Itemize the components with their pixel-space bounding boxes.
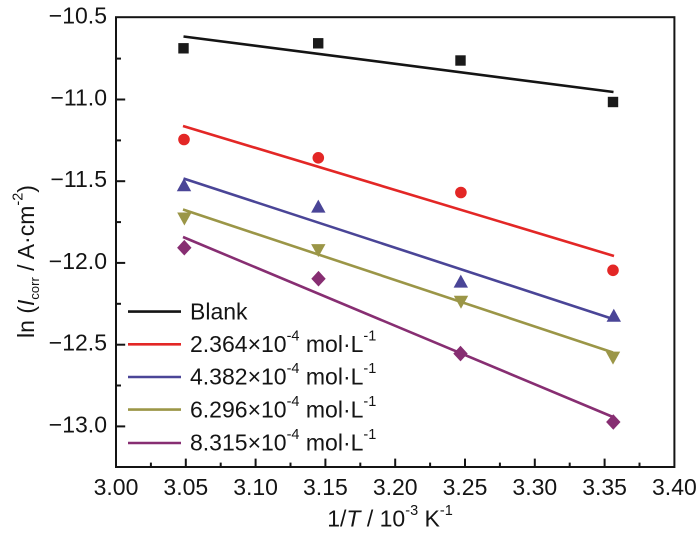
svg-text:−13.0: −13.0 (49, 411, 107, 437)
svg-text:4.382×10-4 mol·L-1: 4.382×10-4 mol·L-1 (190, 361, 376, 390)
svg-text:Blank: Blank (190, 298, 248, 324)
svg-text:8.315×10-4 mol·L-1: 8.315×10-4 mol·L-1 (190, 427, 376, 456)
svg-text:−10.5: −10.5 (49, 3, 107, 29)
svg-text:−11.5: −11.5 (51, 166, 108, 192)
svg-text:3.40: 3.40 (652, 474, 697, 500)
svg-text:3.10: 3.10 (233, 474, 278, 500)
svg-text:3.20: 3.20 (373, 474, 418, 500)
svg-text:3.30: 3.30 (512, 474, 557, 500)
svg-text:−11.0: −11.0 (51, 85, 108, 111)
svg-text:3.15: 3.15 (303, 474, 348, 500)
svg-text:2.364×10-4 mol·L-1: 2.364×10-4 mol·L-1 (190, 329, 376, 358)
svg-text:3.00: 3.00 (94, 474, 139, 500)
svg-text:−12.5: −12.5 (49, 330, 107, 356)
svg-text:1/T / 10-3 K-1: 1/T / 10-3 K-1 (327, 503, 453, 532)
svg-text:3.35: 3.35 (582, 474, 627, 500)
svg-text:6.296×10-4 mol·L-1: 6.296×10-4 mol·L-1 (190, 394, 376, 423)
svg-text:3.25: 3.25 (443, 474, 488, 500)
svg-text:ln (Icorr / A·cm-2): ln (Icorr / A·cm-2) (11, 185, 43, 338)
svg-text:3.05: 3.05 (163, 474, 208, 500)
svg-text:−12.0: −12.0 (49, 248, 107, 274)
